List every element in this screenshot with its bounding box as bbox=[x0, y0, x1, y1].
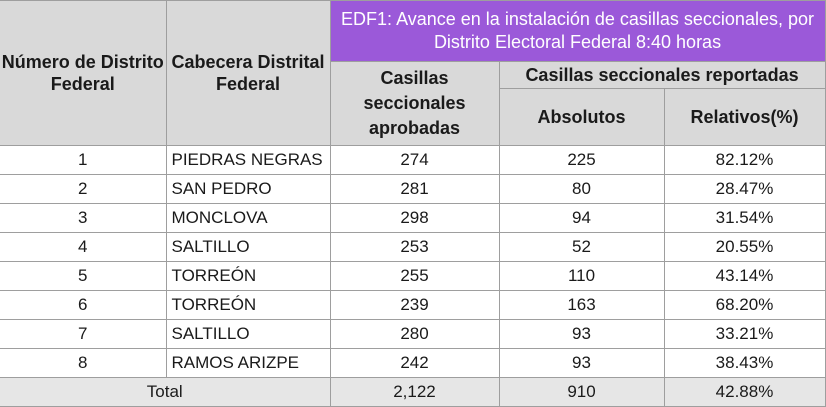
total-row: Total 2,122 910 42.88% bbox=[0, 377, 826, 407]
cell-absolutos: 93 bbox=[498, 348, 665, 378]
cell-absolutos: 52 bbox=[498, 232, 665, 262]
table-body: 1 PIEDRAS NEGRAS 274 225 82.12% 2 SAN PEDRO 281… bbox=[0, 145, 826, 378]
cell-aprobadas: 239 bbox=[329, 290, 500, 320]
cell-relativos: 68.20% bbox=[663, 290, 826, 320]
table-row: 1 PIEDRAS NEGRAS 274 225 82.12% bbox=[0, 145, 826, 175]
cell-absolutos: 94 bbox=[498, 203, 665, 233]
cell-distrito: 4 bbox=[0, 232, 167, 262]
cell-cabecera: PIEDRAS NEGRAS bbox=[165, 145, 331, 175]
cell-relativos: 31.54% bbox=[663, 203, 826, 233]
cell-absolutos: 225 bbox=[498, 145, 665, 175]
header-aprobadas: Casillas seccionales aprobadas bbox=[329, 61, 500, 146]
table-row: 3 MONCLOVA 298 94 31.54% bbox=[0, 203, 826, 233]
cell-relativos: 20.55% bbox=[663, 232, 826, 262]
cell-relativos: 82.12% bbox=[663, 145, 826, 175]
cell-aprobadas: 298 bbox=[329, 203, 500, 233]
cell-distrito: 8 bbox=[0, 348, 167, 378]
table-row: 2 SAN PEDRO 281 80 28.47% bbox=[0, 174, 826, 204]
table-row: 6 TORREÓN 239 163 68.20% bbox=[0, 290, 826, 320]
cell-absolutos: 163 bbox=[498, 290, 665, 320]
cell-cabecera: MONCLOVA bbox=[165, 203, 331, 233]
cell-distrito: 3 bbox=[0, 203, 167, 233]
cell-absolutos: 110 bbox=[498, 261, 665, 291]
cell-cabecera: TORREÓN bbox=[165, 261, 331, 291]
table-title: EDF1: Avance en la instalación de casill… bbox=[329, 0, 826, 62]
table-row: 8 RAMOS ARIZPE 242 93 38.43% bbox=[0, 348, 826, 378]
cell-relativos: 43.14% bbox=[663, 261, 826, 291]
header-reportadas: Casillas seccionales reportadas bbox=[498, 61, 826, 89]
cell-distrito: 1 bbox=[0, 145, 167, 175]
table-row: 5 TORREÓN 255 110 43.14% bbox=[0, 261, 826, 291]
cell-absolutos: 80 bbox=[498, 174, 665, 204]
total-aprobadas: 2,122 bbox=[329, 377, 500, 407]
cell-aprobadas: 242 bbox=[329, 348, 500, 378]
cell-relativos: 28.47% bbox=[663, 174, 826, 204]
total-label: Total bbox=[0, 377, 331, 407]
cell-distrito: 5 bbox=[0, 261, 167, 291]
cell-relativos: 33.21% bbox=[663, 319, 826, 349]
cell-distrito: 7 bbox=[0, 319, 167, 349]
cell-aprobadas: 274 bbox=[329, 145, 500, 175]
cell-cabecera: SAN PEDRO bbox=[165, 174, 331, 204]
cell-cabecera: RAMOS ARIZPE bbox=[165, 348, 331, 378]
header-distrito: Número de Distrito Federal bbox=[0, 0, 167, 146]
cell-distrito: 2 bbox=[0, 174, 167, 204]
table-row: 4 SALTILLO 253 52 20.55% bbox=[0, 232, 826, 262]
cell-relativos: 38.43% bbox=[663, 348, 826, 378]
cell-aprobadas: 281 bbox=[329, 174, 500, 204]
header-relativos: Relativos(%) bbox=[663, 88, 826, 146]
total-absolutos: 910 bbox=[498, 377, 665, 407]
cell-aprobadas: 253 bbox=[329, 232, 500, 262]
header-cabecera: Cabecera Distrital Federal bbox=[165, 0, 331, 146]
cell-aprobadas: 280 bbox=[329, 319, 500, 349]
header-absolutos: Absolutos bbox=[498, 88, 665, 146]
cell-aprobadas: 255 bbox=[329, 261, 500, 291]
cell-absolutos: 93 bbox=[498, 319, 665, 349]
cell-cabecera: SALTILLO bbox=[165, 232, 331, 262]
cell-cabecera: TORREÓN bbox=[165, 290, 331, 320]
cell-cabecera: SALTILLO bbox=[165, 319, 331, 349]
cell-distrito: 6 bbox=[0, 290, 167, 320]
table-row: 7 SALTILLO 280 93 33.21% bbox=[0, 319, 826, 349]
total-relativos: 42.88% bbox=[663, 377, 826, 407]
